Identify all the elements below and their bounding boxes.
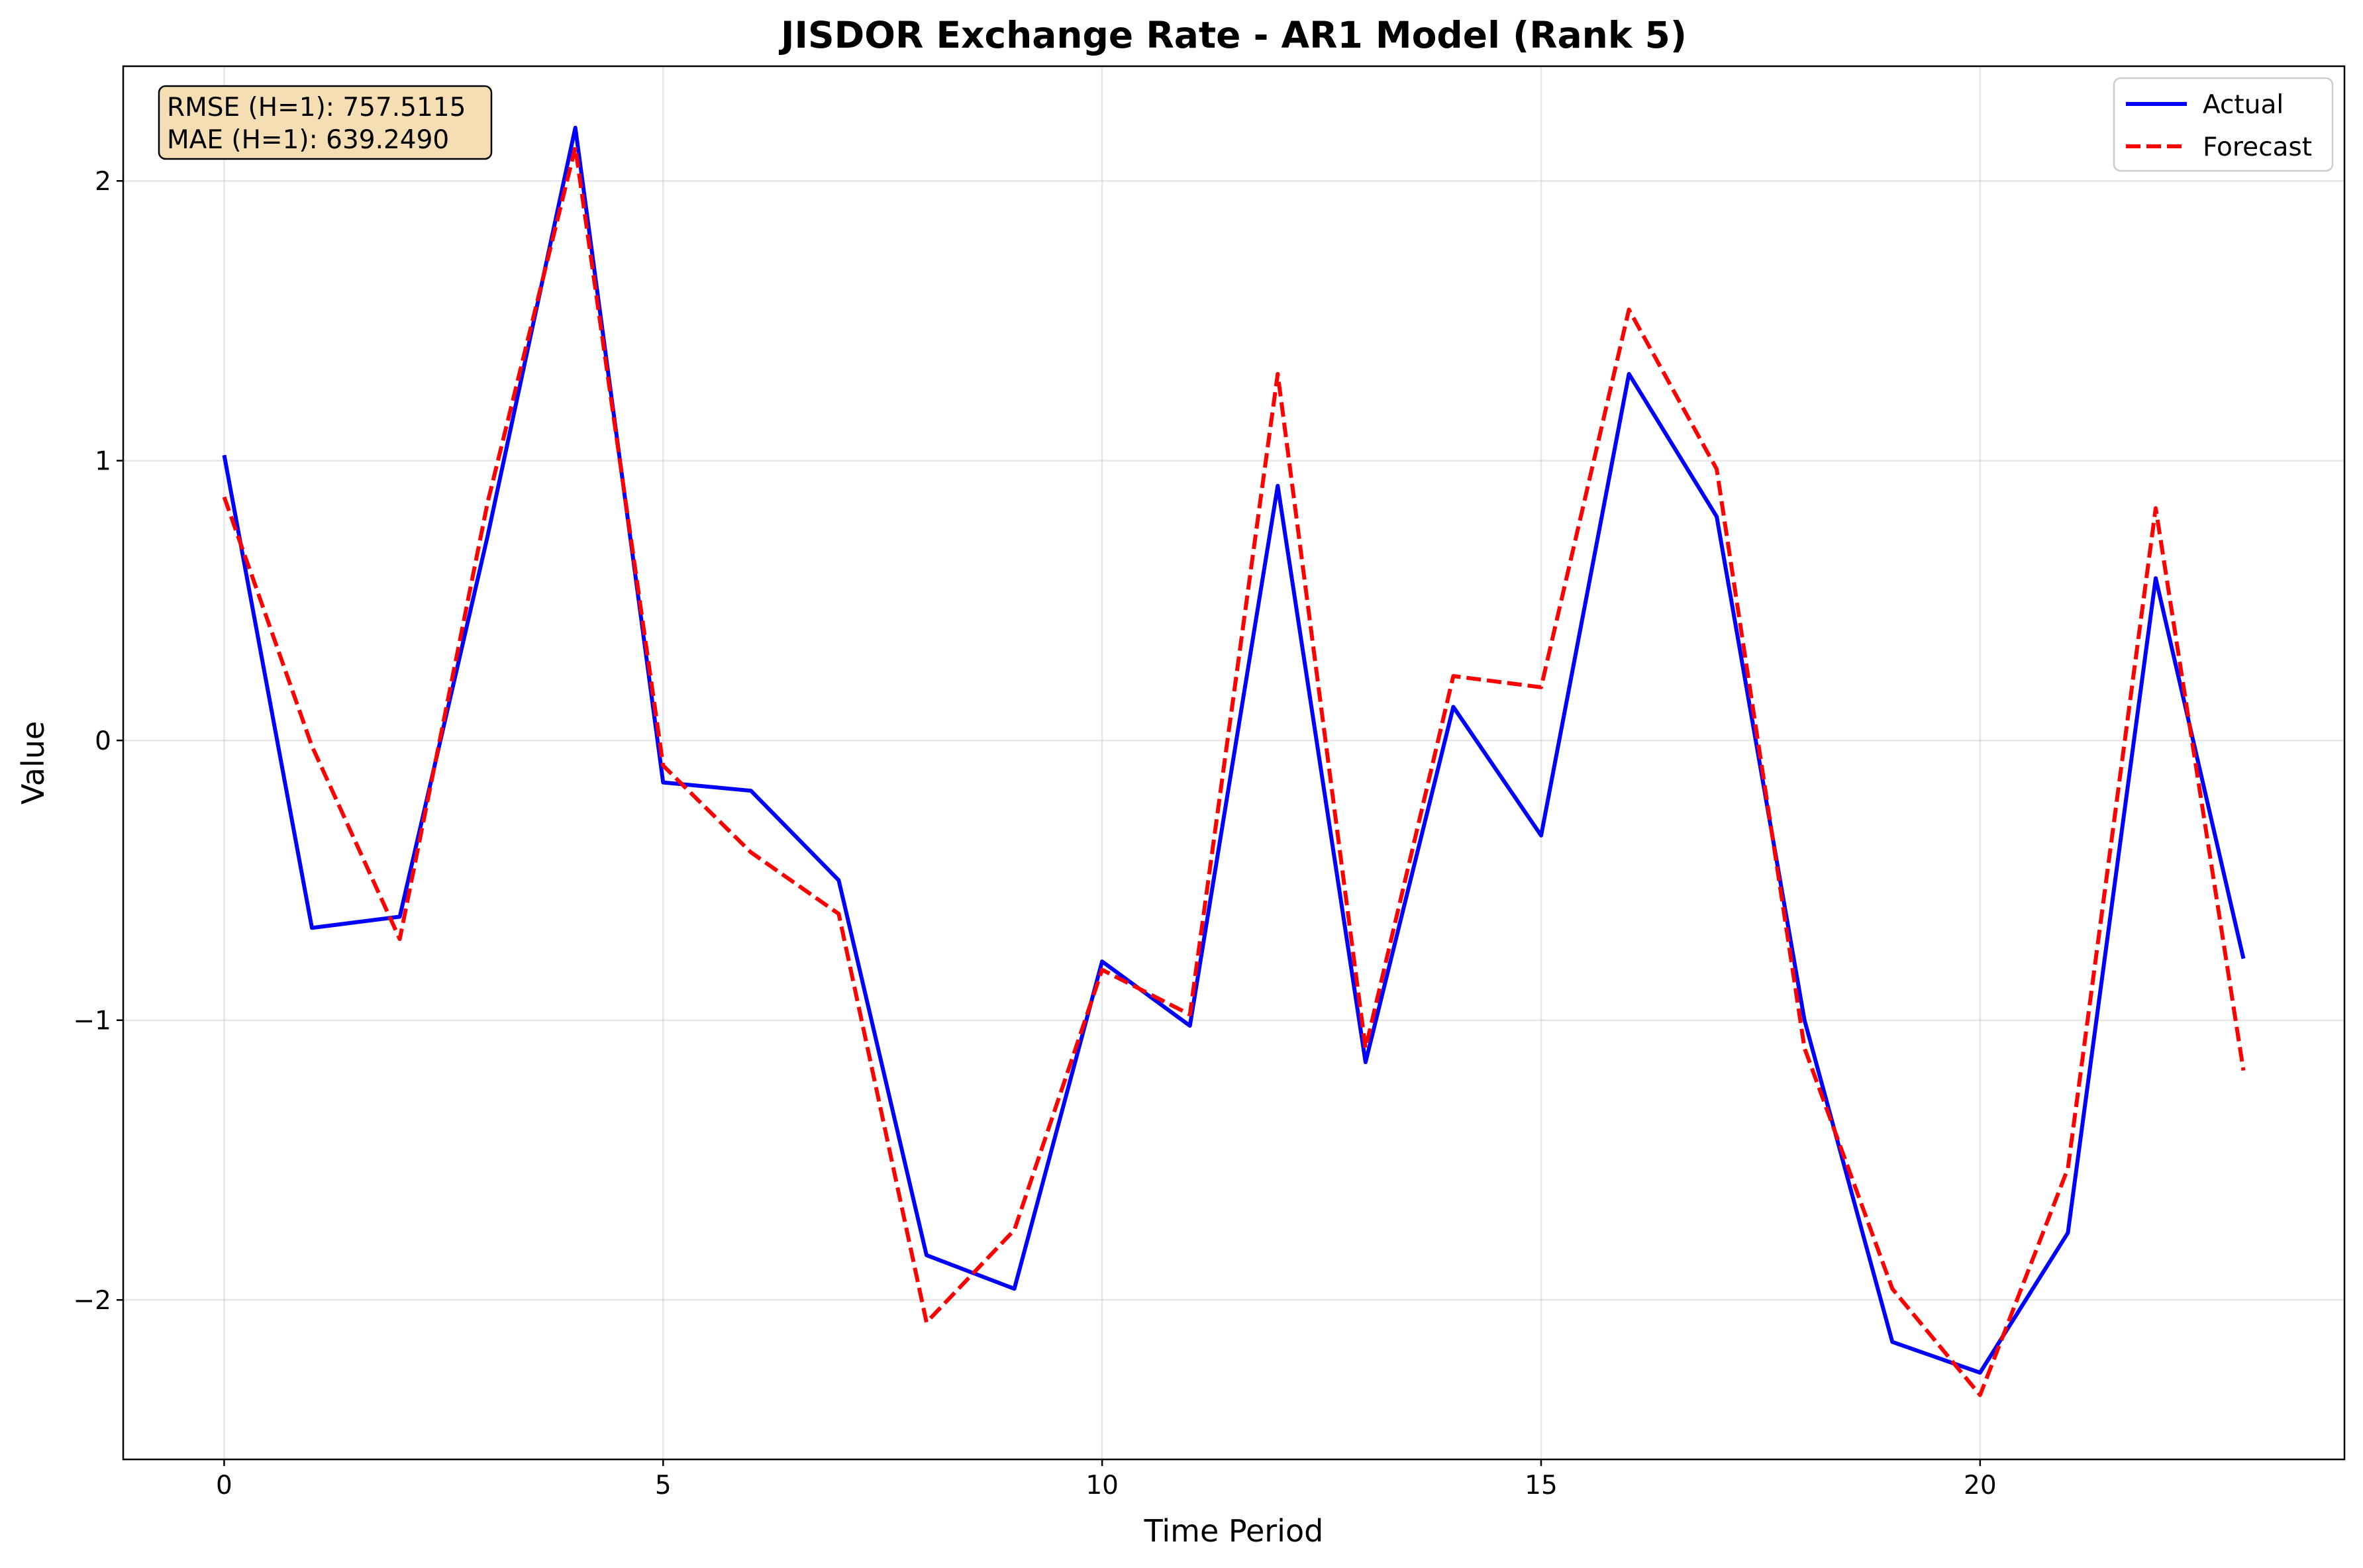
plot-frame [122,65,2346,1461]
x-tick-label: 5 [655,1471,672,1500]
y-axis-label: Value [15,721,51,805]
y-tick-label: −1 [74,1006,112,1036]
y-tick-label: 0 [95,726,111,756]
stats-box-background [158,85,493,160]
grid [123,66,2344,1459]
y-tick-label: −2 [74,1286,112,1316]
x-tick-label: 20 [1964,1471,1997,1500]
stats-box: RMSE (H=1): 757.5115 MAE (H=1): 639.2490 [158,85,493,160]
legend: Actual Forecast [2113,77,2334,172]
x-axis-label: Time Period [1144,1513,1324,1549]
legend-label-forecast: Forecast [2203,132,2312,162]
series-line-actual [222,125,2246,1375]
rmse-text: RMSE (H=1): 757.5115 [167,93,466,122]
y-tick-label: 1 [95,447,111,477]
chart-title: JISDOR Exchange Rate - AR1 Model (Rank 5… [778,14,1687,56]
series-line-forecast [222,145,2246,1397]
series-lines [222,125,2246,1397]
x-tick-label: 15 [1525,1471,1558,1500]
mae-text: MAE (H=1): 639.2490 [167,125,449,155]
x-tick-label: 0 [216,1471,232,1500]
x-tick-label: 10 [1085,1471,1119,1500]
y-tick-label: 2 [95,167,111,197]
legend-label-actual: Actual [2203,90,2284,120]
axis-ticks: 0 5 10 15 20 −2 −1 0 1 2 [74,167,1997,1500]
